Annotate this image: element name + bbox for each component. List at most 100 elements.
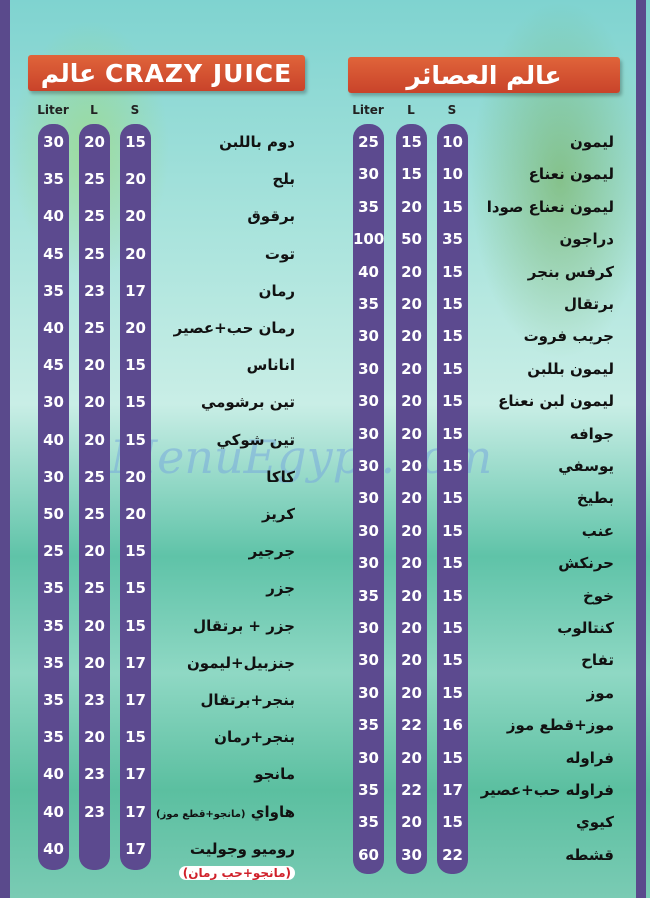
menu-item-name: برقوق — [247, 207, 295, 225]
item-name: جوافه — [569, 424, 614, 443]
price-liter: 35 — [43, 281, 64, 300]
left-border — [0, 0, 10, 898]
price-l: 20 — [401, 619, 422, 637]
price-s: 10 — [442, 165, 463, 184]
item-name: جنزبيل+ليمون — [187, 653, 295, 672]
price-s: 17 — [125, 281, 146, 300]
price-s: 15 — [442, 327, 463, 346]
item-name: ليمون بللبن — [527, 359, 614, 378]
menu-item-name: قشطه — [565, 846, 614, 864]
price-s: 22 — [442, 845, 463, 864]
price-l: 20 — [401, 295, 422, 313]
price-liter: 40 — [43, 430, 64, 449]
price-liter: 35 — [43, 653, 64, 672]
price-s: 15 — [442, 554, 463, 573]
item-name: جريب فروت — [523, 327, 614, 346]
price-s: 15 — [442, 197, 463, 216]
menu-item-name: مانجو — [254, 765, 295, 783]
menu-item-name: يوسفي — [558, 457, 614, 475]
menu-item-name: رمان حب+عصير — [174, 319, 295, 337]
price-liter: 100 — [353, 230, 385, 249]
price-s: 15 — [125, 616, 146, 635]
price-s: 15 — [442, 457, 463, 475]
item-name: برقوق — [247, 207, 295, 226]
price-liter: 30 — [358, 392, 379, 411]
price-liter: 35 — [43, 691, 64, 709]
price-s: 15 — [442, 813, 463, 832]
price-liter: 30 — [358, 489, 379, 508]
price-l: 20 — [84, 356, 105, 375]
price-l: 25 — [84, 244, 105, 263]
item-name: موز — [586, 683, 614, 702]
item-name: كنتالوب — [557, 619, 614, 637]
price-l: 20 — [401, 359, 422, 378]
price-l: 20 — [401, 424, 422, 443]
price-l: 20 — [84, 393, 105, 412]
item-name: جزر + برتقال — [193, 616, 295, 635]
menu-item-name: موز — [587, 684, 614, 702]
menu-item-name: حرنكش — [558, 554, 614, 572]
price-s: 20 — [125, 207, 146, 226]
price-l: 20 — [84, 653, 105, 672]
item-name: هاواي — [250, 802, 295, 821]
item-name: دراجون — [559, 230, 615, 249]
price-l: 20 — [84, 542, 105, 561]
price-l: 20 — [401, 683, 422, 702]
price-s: 20 — [125, 244, 146, 263]
menu-item-name: جرجير — [249, 542, 295, 560]
menu-item-name: اناناس — [247, 356, 295, 374]
price-l: 25 — [84, 467, 105, 486]
menu-item-name: تفاح — [581, 651, 614, 669]
price-l: 20 — [401, 651, 422, 670]
menu-item-name: رمان — [259, 282, 295, 300]
item-name: تين برشومي — [200, 393, 295, 412]
watermark: MenuEgypt.com — [110, 430, 493, 484]
price-s: 15 — [125, 356, 146, 375]
item-name: رمان — [258, 281, 295, 300]
price-liter: 30 — [43, 393, 64, 412]
price-column-pill — [38, 124, 69, 870]
price-s: 15 — [442, 489, 463, 508]
price-liter: 30 — [358, 683, 379, 702]
menu-item-name: جنزبيل+ليمون — [187, 654, 295, 672]
item-name: بنجر+برتقال — [200, 691, 295, 709]
menu-item-name: ليمون بللبن — [527, 360, 614, 378]
price-s: 17 — [125, 691, 146, 709]
price-s: 17 — [125, 839, 146, 858]
menu-item-name: ليمون نعناع — [529, 165, 614, 183]
section-title-banner: عالم CRAZY JUICE — [28, 55, 305, 91]
price-l: 25 — [84, 579, 105, 598]
menu-item-name: بلح — [272, 170, 295, 188]
item-name: فراوله حب+عصير — [480, 781, 614, 799]
price-s: 20 — [125, 170, 146, 189]
item-name: جرجير — [248, 542, 295, 561]
item-name: بنجر+رمان — [214, 728, 295, 747]
price-liter: 35 — [43, 170, 64, 189]
price-l: 20 — [84, 616, 105, 635]
price-liter: 60 — [358, 845, 379, 864]
item-name: حرنكش — [558, 554, 614, 573]
price-l: 20 — [401, 586, 422, 605]
menu-item-name: ليمون نعناع صودا — [487, 198, 614, 216]
price-l: 20 — [84, 133, 105, 151]
price-s: 35 — [442, 230, 463, 249]
item-name: بلح — [272, 170, 295, 189]
price-liter: 30 — [43, 467, 64, 486]
price-s: 15 — [442, 392, 463, 411]
column-header: Liter — [352, 103, 384, 117]
column-header: S — [447, 103, 457, 117]
menu-item-name: ليمون لبن نعناع — [498, 392, 614, 410]
menu-item-name: جزر + برتقال — [193, 617, 295, 635]
price-s: 20 — [125, 467, 146, 486]
item-name: ليمون لبن نعناع — [498, 392, 614, 411]
menu-item-name: موز+قطع موز — [507, 716, 614, 734]
item-name: ليمون نعناع صودا — [486, 197, 614, 216]
menu-item-name: بنجر+رمان — [214, 728, 295, 746]
item-name: ليمون — [569, 133, 614, 151]
price-l: 22 — [401, 781, 422, 799]
price-liter: 50 — [43, 505, 64, 523]
price-liter: 35 — [43, 579, 64, 598]
item-name: كيوي — [576, 813, 614, 832]
price-l: 23 — [84, 691, 105, 709]
price-l: 50 — [401, 230, 422, 249]
